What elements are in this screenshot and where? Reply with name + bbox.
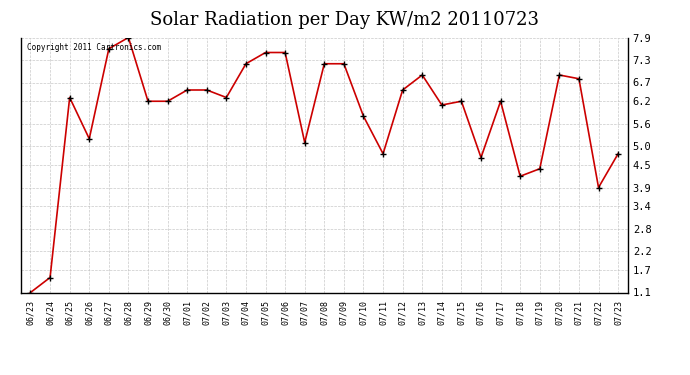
Text: Solar Radiation per Day KW/m2 20110723: Solar Radiation per Day KW/m2 20110723 xyxy=(150,11,540,29)
Text: Copyright 2011 Cartronics.com: Copyright 2011 Cartronics.com xyxy=(27,43,161,52)
